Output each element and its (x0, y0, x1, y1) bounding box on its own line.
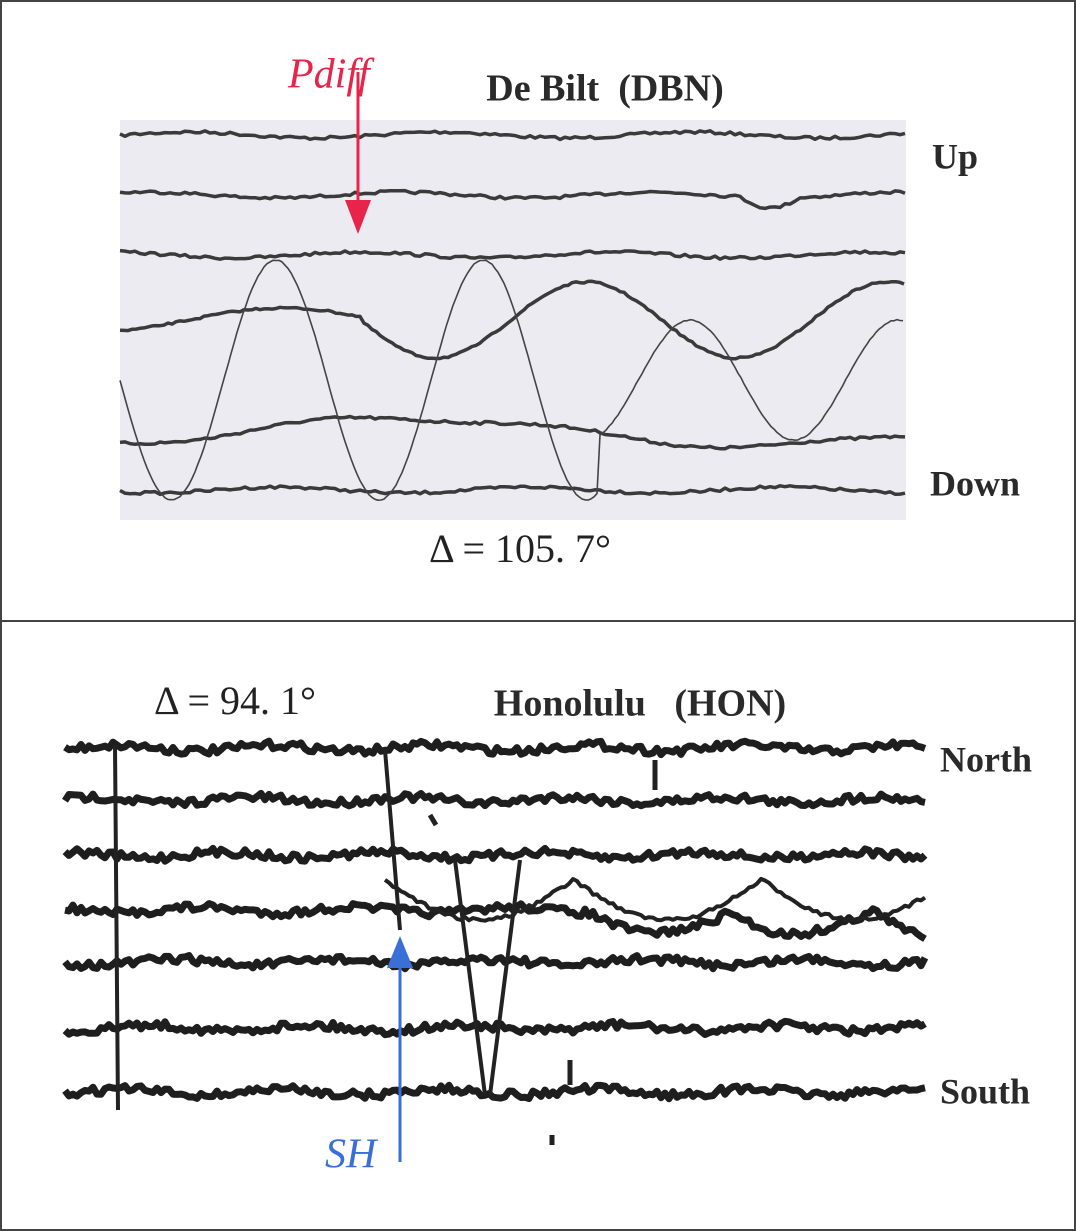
bottom-distance: Δ = 94. 1° (154, 678, 316, 723)
trace (119, 248, 906, 261)
trace (119, 188, 906, 211)
trace (64, 900, 927, 942)
up-label: Up (932, 136, 978, 176)
pdiff-label: Pdiff (287, 52, 375, 98)
trace (62, 1017, 927, 1039)
bottom-title: Honolulu (HON) (494, 683, 786, 725)
trace (119, 129, 906, 142)
down-label: Down (930, 463, 1020, 503)
sh-label: SH (325, 1132, 379, 1178)
top-title: De Bilt (DBN) (486, 68, 723, 110)
trace (119, 259, 904, 501)
trace (119, 414, 906, 451)
trace (119, 279, 905, 361)
trace (62, 952, 929, 973)
trace (427, 760, 658, 1145)
trace (119, 484, 906, 497)
bottom-traces (62, 737, 929, 1145)
pdiff-arrow-head (345, 200, 371, 234)
north-label: North (940, 739, 1032, 779)
top-traces (119, 129, 906, 501)
trace (62, 844, 928, 865)
top-distance: Δ = 105. 7° (429, 526, 611, 571)
south-label: South (940, 1071, 1030, 1111)
trace (113, 744, 522, 1111)
trace (383, 876, 927, 924)
sh-arrow-head (387, 936, 413, 968)
trace (62, 1081, 926, 1103)
trace (62, 789, 926, 810)
trace (63, 737, 927, 759)
